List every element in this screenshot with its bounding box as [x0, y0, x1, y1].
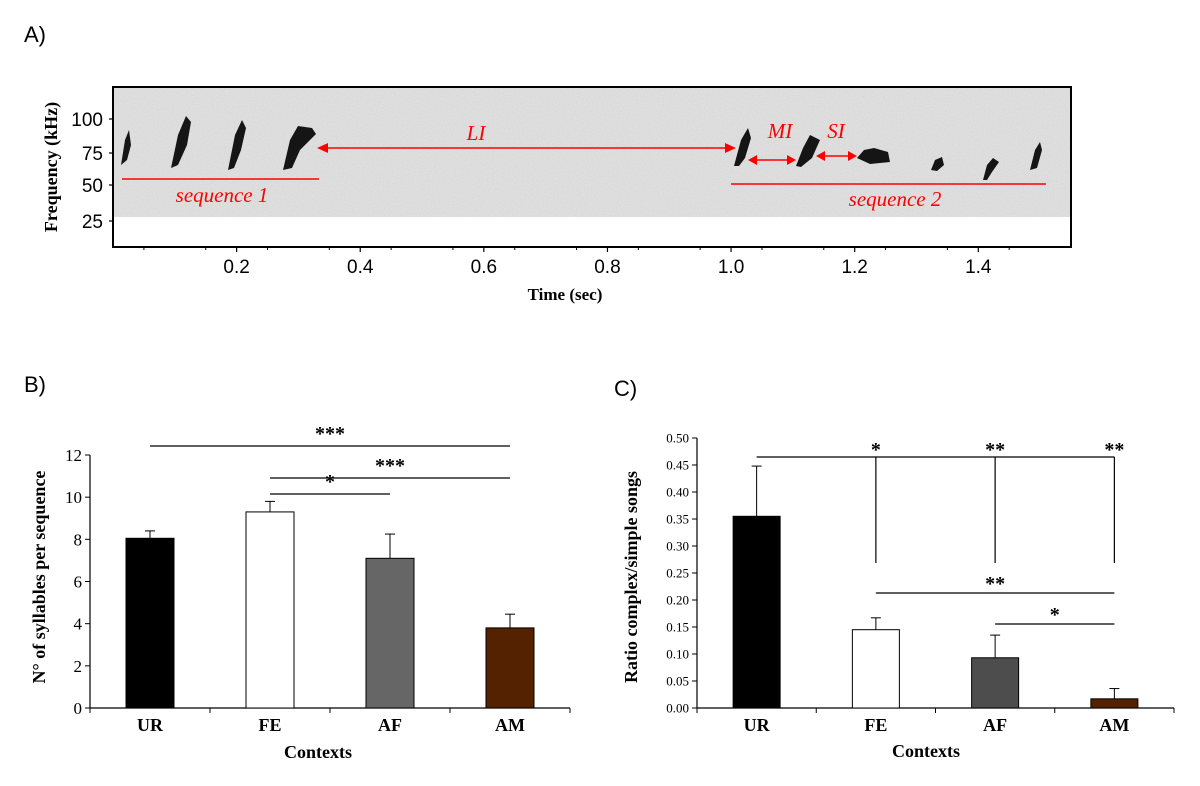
- chart-c-significance-label: *: [1050, 604, 1060, 626]
- chart-b-bar-UR: [125, 537, 175, 709]
- chart-c-y-tick-label: 0.50: [666, 431, 689, 446]
- spectrogram-y-tick-label: 100: [71, 110, 103, 131]
- syllable-10: [1030, 142, 1042, 170]
- spectrogram-annotations: LI MI SI sequence 1 sequence 2: [122, 119, 1046, 211]
- mi-arrow-head-right: [787, 155, 796, 165]
- chart-c-bar-AM: [1090, 698, 1139, 709]
- spectrogram-y-tick-label: 50: [82, 176, 103, 197]
- chart-c-bar-FE: [851, 629, 900, 709]
- chart-c-category-label-UR: UR: [744, 715, 771, 735]
- chart-c-x-label: Contexts: [892, 741, 960, 761]
- si-arrow-head-right: [848, 151, 857, 161]
- chart-b-y-tick-label: 8: [74, 530, 83, 549]
- panel-label-a: A): [24, 22, 46, 47]
- chart-c-y-tick-label: 0.25: [666, 566, 689, 581]
- chart-b-y-tick-label: 12: [65, 446, 82, 465]
- chart-b-y-tick-label: 0: [74, 699, 83, 718]
- chart-b-category-label-AF: AF: [378, 715, 402, 735]
- syllable-6: [796, 135, 820, 167]
- panel-label-c: C): [614, 376, 638, 401]
- chart-c-significance-label: **: [985, 573, 1005, 595]
- spectrogram-y-label: Frequency (kHz): [41, 102, 62, 232]
- chart-c-y-tick-label: 0.35: [666, 512, 689, 527]
- li-arrow-head-right: [725, 143, 736, 153]
- chart-c-y-tick-label: 0.10: [666, 647, 689, 662]
- spectrogram-x-tick-label: 0.6: [471, 257, 497, 278]
- chart-b-category-label-FE: FE: [258, 715, 281, 735]
- syllable-5: [734, 128, 751, 166]
- li-label: LI: [466, 121, 487, 145]
- syllable-9: [983, 158, 999, 180]
- syllable-1: [121, 130, 131, 165]
- chart-c-y-tick-label: 0.05: [666, 674, 689, 689]
- chart-c-significance-label: **: [985, 439, 1005, 461]
- chart-c-bar-UR: [732, 515, 781, 709]
- chart-c-y-tick-label: 0.20: [666, 593, 689, 608]
- spectrogram-x-tick-label: 0.2: [223, 257, 249, 278]
- syllable-7: [857, 148, 890, 164]
- chart-c-y-tick-label: 0.15: [666, 620, 689, 635]
- spectrogram-noise: [114, 88, 1070, 217]
- spectrogram-y-tick-label: 75: [82, 144, 103, 165]
- chart-c-category-label-AF: AF: [983, 715, 1007, 735]
- chart-b: N° of syllables per sequence Contexts 0 2…: [29, 423, 571, 762]
- spectrogram-x-tick-label: 1.2: [841, 257, 867, 278]
- chart-b-bar-AF: [365, 557, 415, 709]
- syllable-3: [228, 120, 246, 170]
- chart-c-y-tick-label: 0.45: [666, 458, 689, 473]
- chart-c-category-label-AM: AM: [1099, 715, 1129, 735]
- chart-b-bar-AM: [485, 627, 535, 709]
- spectrogram-x-label: Time (sec): [528, 285, 603, 304]
- syllable-2: [171, 116, 191, 168]
- spectrogram-x-tick-label: 1.0: [718, 257, 744, 278]
- si-label: SI: [827, 119, 846, 143]
- chart-b-y-tick-label: 4: [74, 615, 83, 634]
- chart-c-significance-label: **: [1104, 439, 1124, 461]
- syllable-4: [283, 126, 316, 170]
- chart-b-significance-label: *: [325, 471, 335, 493]
- spectrogram-panel: 0.2 0.4 0.6 0.8 1.0 1.2 1.4 25 50 75 100 LI MI SI …: [41, 86, 1072, 304]
- chart-c-y-tick-label: 0.40: [666, 485, 689, 500]
- chart-b-significance-label: ***: [375, 455, 405, 477]
- spectrogram-x-tick-label: 0.8: [594, 257, 620, 278]
- li-arrow-head-left: [317, 143, 328, 153]
- chart-c-y-tick-label: 0.30: [666, 539, 689, 554]
- spectrogram-y-tick-label: 25: [82, 212, 103, 233]
- chart-b-x-label: Contexts: [284, 742, 352, 762]
- chart-b-y-tick-label: 2: [74, 657, 83, 676]
- si-arrow-head-left: [816, 151, 825, 161]
- chart-c-bar-AF: [971, 657, 1020, 709]
- chart-b-category-label-UR: UR: [137, 715, 164, 735]
- chart-b-y-tick-label: 10: [65, 488, 82, 507]
- mi-label: MI: [767, 119, 793, 143]
- chart-b-category-label-AM: AM: [495, 715, 525, 735]
- spectrogram-x-tick-label: 0.4: [347, 257, 374, 278]
- spectrogram-x-tick-label: 1.4: [965, 257, 992, 278]
- panel-label-b: B): [24, 372, 46, 397]
- chart-c-y-tick-label: 0.00: [666, 701, 689, 716]
- chart-b-bar-FE: [245, 511, 295, 709]
- sequence-1-label: sequence 1: [176, 183, 269, 207]
- chart-c: Ratio complex/simple songs Contexts 0.00…: [621, 431, 1175, 761]
- chart-b-y-label: N° of syllables per sequence: [29, 471, 49, 684]
- mi-arrow-head-left: [748, 155, 757, 165]
- sequence-2-label: sequence 2: [849, 187, 942, 211]
- spectrogram-syllables: [121, 116, 1042, 180]
- syllable-8: [931, 157, 944, 171]
- chart-c-category-label-FE: FE: [864, 715, 887, 735]
- chart-c-significance-label: *: [871, 439, 881, 461]
- chart-b-significance-label: ***: [315, 423, 345, 445]
- chart-b-y-tick-label: 6: [74, 572, 83, 591]
- chart-c-y-label: Ratio complex/simple songs: [621, 471, 641, 683]
